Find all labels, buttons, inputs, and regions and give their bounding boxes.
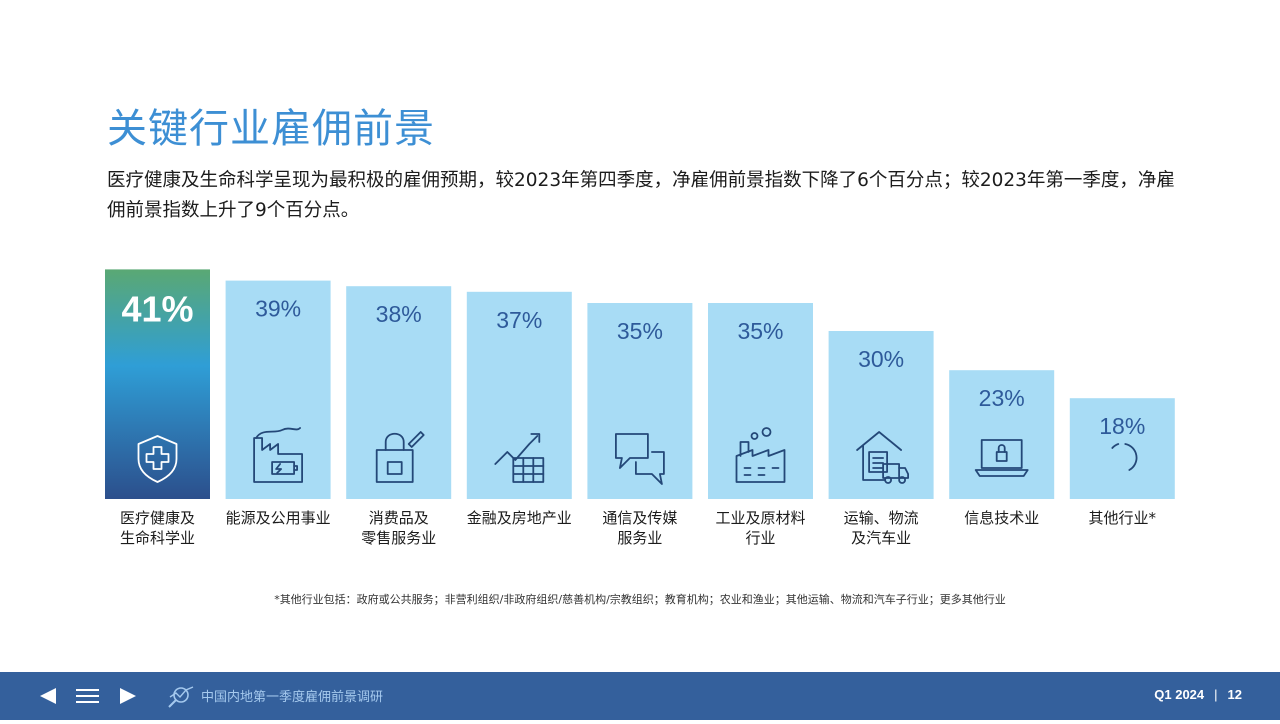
bar [949,370,1055,499]
bar [708,303,813,499]
page-info: Q1 2024 | 12 [1154,687,1242,702]
category-label: 通信及传媒 [602,509,677,527]
bar [346,286,452,499]
footer-bar: 中国内地第一季度雇佣前景调研 Q1 2024 | 12 [0,672,1280,720]
category-label: 行业 [745,529,775,547]
bar-value-label: 41% [121,288,193,329]
page-separator: | [1214,687,1218,702]
bar-value-label: 18% [1099,413,1145,439]
bar [466,291,572,499]
category-label: 能源及公用事业 [226,509,331,527]
more-icon [1111,443,1138,471]
category-label: 零售服务业 [361,529,436,547]
laptop-lock-icon [974,439,1029,477]
next-arrow-icon [120,688,136,704]
prev-arrow-icon [40,688,56,704]
rising-chart-icon [494,433,545,483]
shopping-bag-icon [375,431,425,483]
bar-value-label: 23% [979,385,1025,411]
bar [828,331,934,499]
page-subtitle: 医疗健康及生命科学呈现为最积极的雇佣预期，较2023年第四季度，净雇佣前景指数下… [107,170,1175,221]
factory-icon [735,427,786,483]
menu-icon [76,689,99,703]
bar-value-label: 35% [617,318,663,344]
footer-brand: 中国内地第一季度雇佣前景调研 [201,690,384,705]
bar [587,303,693,499]
magnifier-chart-icon [168,686,194,708]
period-label: Q1 2024 [1154,687,1205,702]
bar-value-label: 39% [255,296,301,322]
category-label: 运输、物流 [844,509,919,527]
page-title: 关键行业雇佣前景 [107,106,435,152]
category-label: 生命科学业 [120,529,195,547]
bar-value-label: 37% [496,307,542,333]
category-label: 服务业 [617,529,662,547]
category-label: 金融及房地产业 [467,509,572,527]
chat-bubbles-icon [615,433,665,485]
bar [1069,398,1175,499]
shield-cross-icon [137,435,178,483]
footnote: *其他行业包括：政府或公共服务；非营利组织/非政府组织/慈善机构/宗教组织；教育… [274,593,1006,606]
bar [105,269,210,499]
category-label: 医疗健康及 [120,509,195,527]
next-button[interactable] [114,672,142,720]
warehouse-truck-icon [856,431,909,484]
bar-value-label: 38% [376,301,422,327]
category-label: 工业及原材料 [715,509,805,527]
category-label: 其他行业* [1089,509,1157,527]
prev-button[interactable] [34,672,62,720]
category-label: 消费品及 [369,509,429,527]
menu-button[interactable] [72,672,104,720]
bar-value-label: 35% [737,318,783,344]
factory-battery-icon [253,427,304,483]
page-number: 12 [1227,687,1242,702]
category-label: 信息技术业 [964,509,1039,527]
bar-value-label: 30% [858,346,904,372]
category-label: 及汽车业 [851,529,911,547]
